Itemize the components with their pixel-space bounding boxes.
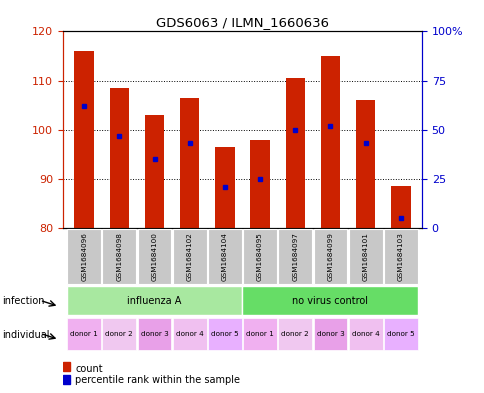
Bar [145,115,164,228]
Text: donor 2: donor 2 [281,331,308,337]
Bar [137,318,171,350]
Bar [75,51,93,228]
Bar [172,228,206,285]
Text: GSM1684104: GSM1684104 [222,232,227,281]
Bar [102,228,136,285]
Bar [208,228,242,285]
Text: donor 3: donor 3 [316,331,344,337]
Bar [102,318,136,350]
Text: GSM1684103: GSM1684103 [397,232,403,281]
Text: infection: infection [2,296,45,307]
Text: GSM1684096: GSM1684096 [81,232,87,281]
Text: GSM1684101: GSM1684101 [362,232,368,281]
Bar [63,375,70,384]
Bar [137,228,171,285]
Text: donor 1: donor 1 [246,331,273,337]
Bar [355,100,375,228]
Bar [278,318,312,350]
Text: donor 4: donor 4 [351,331,379,337]
Bar [67,318,101,350]
Text: GSM1684099: GSM1684099 [327,232,333,281]
Bar [242,286,418,315]
Bar [172,318,206,350]
Bar [278,228,312,285]
Text: donor 5: donor 5 [211,331,238,337]
Bar [180,98,199,228]
Text: GSM1684097: GSM1684097 [292,232,298,281]
Title: GDS6063 / ILMN_1660636: GDS6063 / ILMN_1660636 [156,16,328,29]
Text: donor 3: donor 3 [140,331,168,337]
Text: donor 2: donor 2 [105,331,133,337]
Text: influenza A: influenza A [127,296,182,306]
Text: GSM1684098: GSM1684098 [116,232,122,281]
Text: count: count [75,364,103,375]
Text: donor 1: donor 1 [70,331,98,337]
Bar [67,228,101,285]
Bar [242,228,276,285]
Bar [250,140,269,228]
Text: no virus control: no virus control [292,296,368,306]
Bar [320,56,339,228]
Bar [348,228,382,285]
Bar [391,186,409,228]
Bar [208,318,242,350]
Bar [313,318,347,350]
Bar [242,318,276,350]
Bar [109,88,129,228]
Text: percentile rank within the sample: percentile rank within the sample [75,375,240,386]
Bar [215,147,234,228]
Text: individual: individual [2,330,50,340]
Bar [383,228,417,285]
Bar [66,286,242,315]
Text: GSM1684100: GSM1684100 [151,232,157,281]
Text: GSM1684102: GSM1684102 [186,232,192,281]
Text: GSM1684095: GSM1684095 [257,232,262,281]
Bar [383,318,417,350]
Text: donor 5: donor 5 [386,331,414,337]
Bar [313,228,347,285]
Bar [63,362,70,371]
Text: donor 4: donor 4 [176,331,203,337]
Bar [348,318,382,350]
Bar [285,78,304,228]
